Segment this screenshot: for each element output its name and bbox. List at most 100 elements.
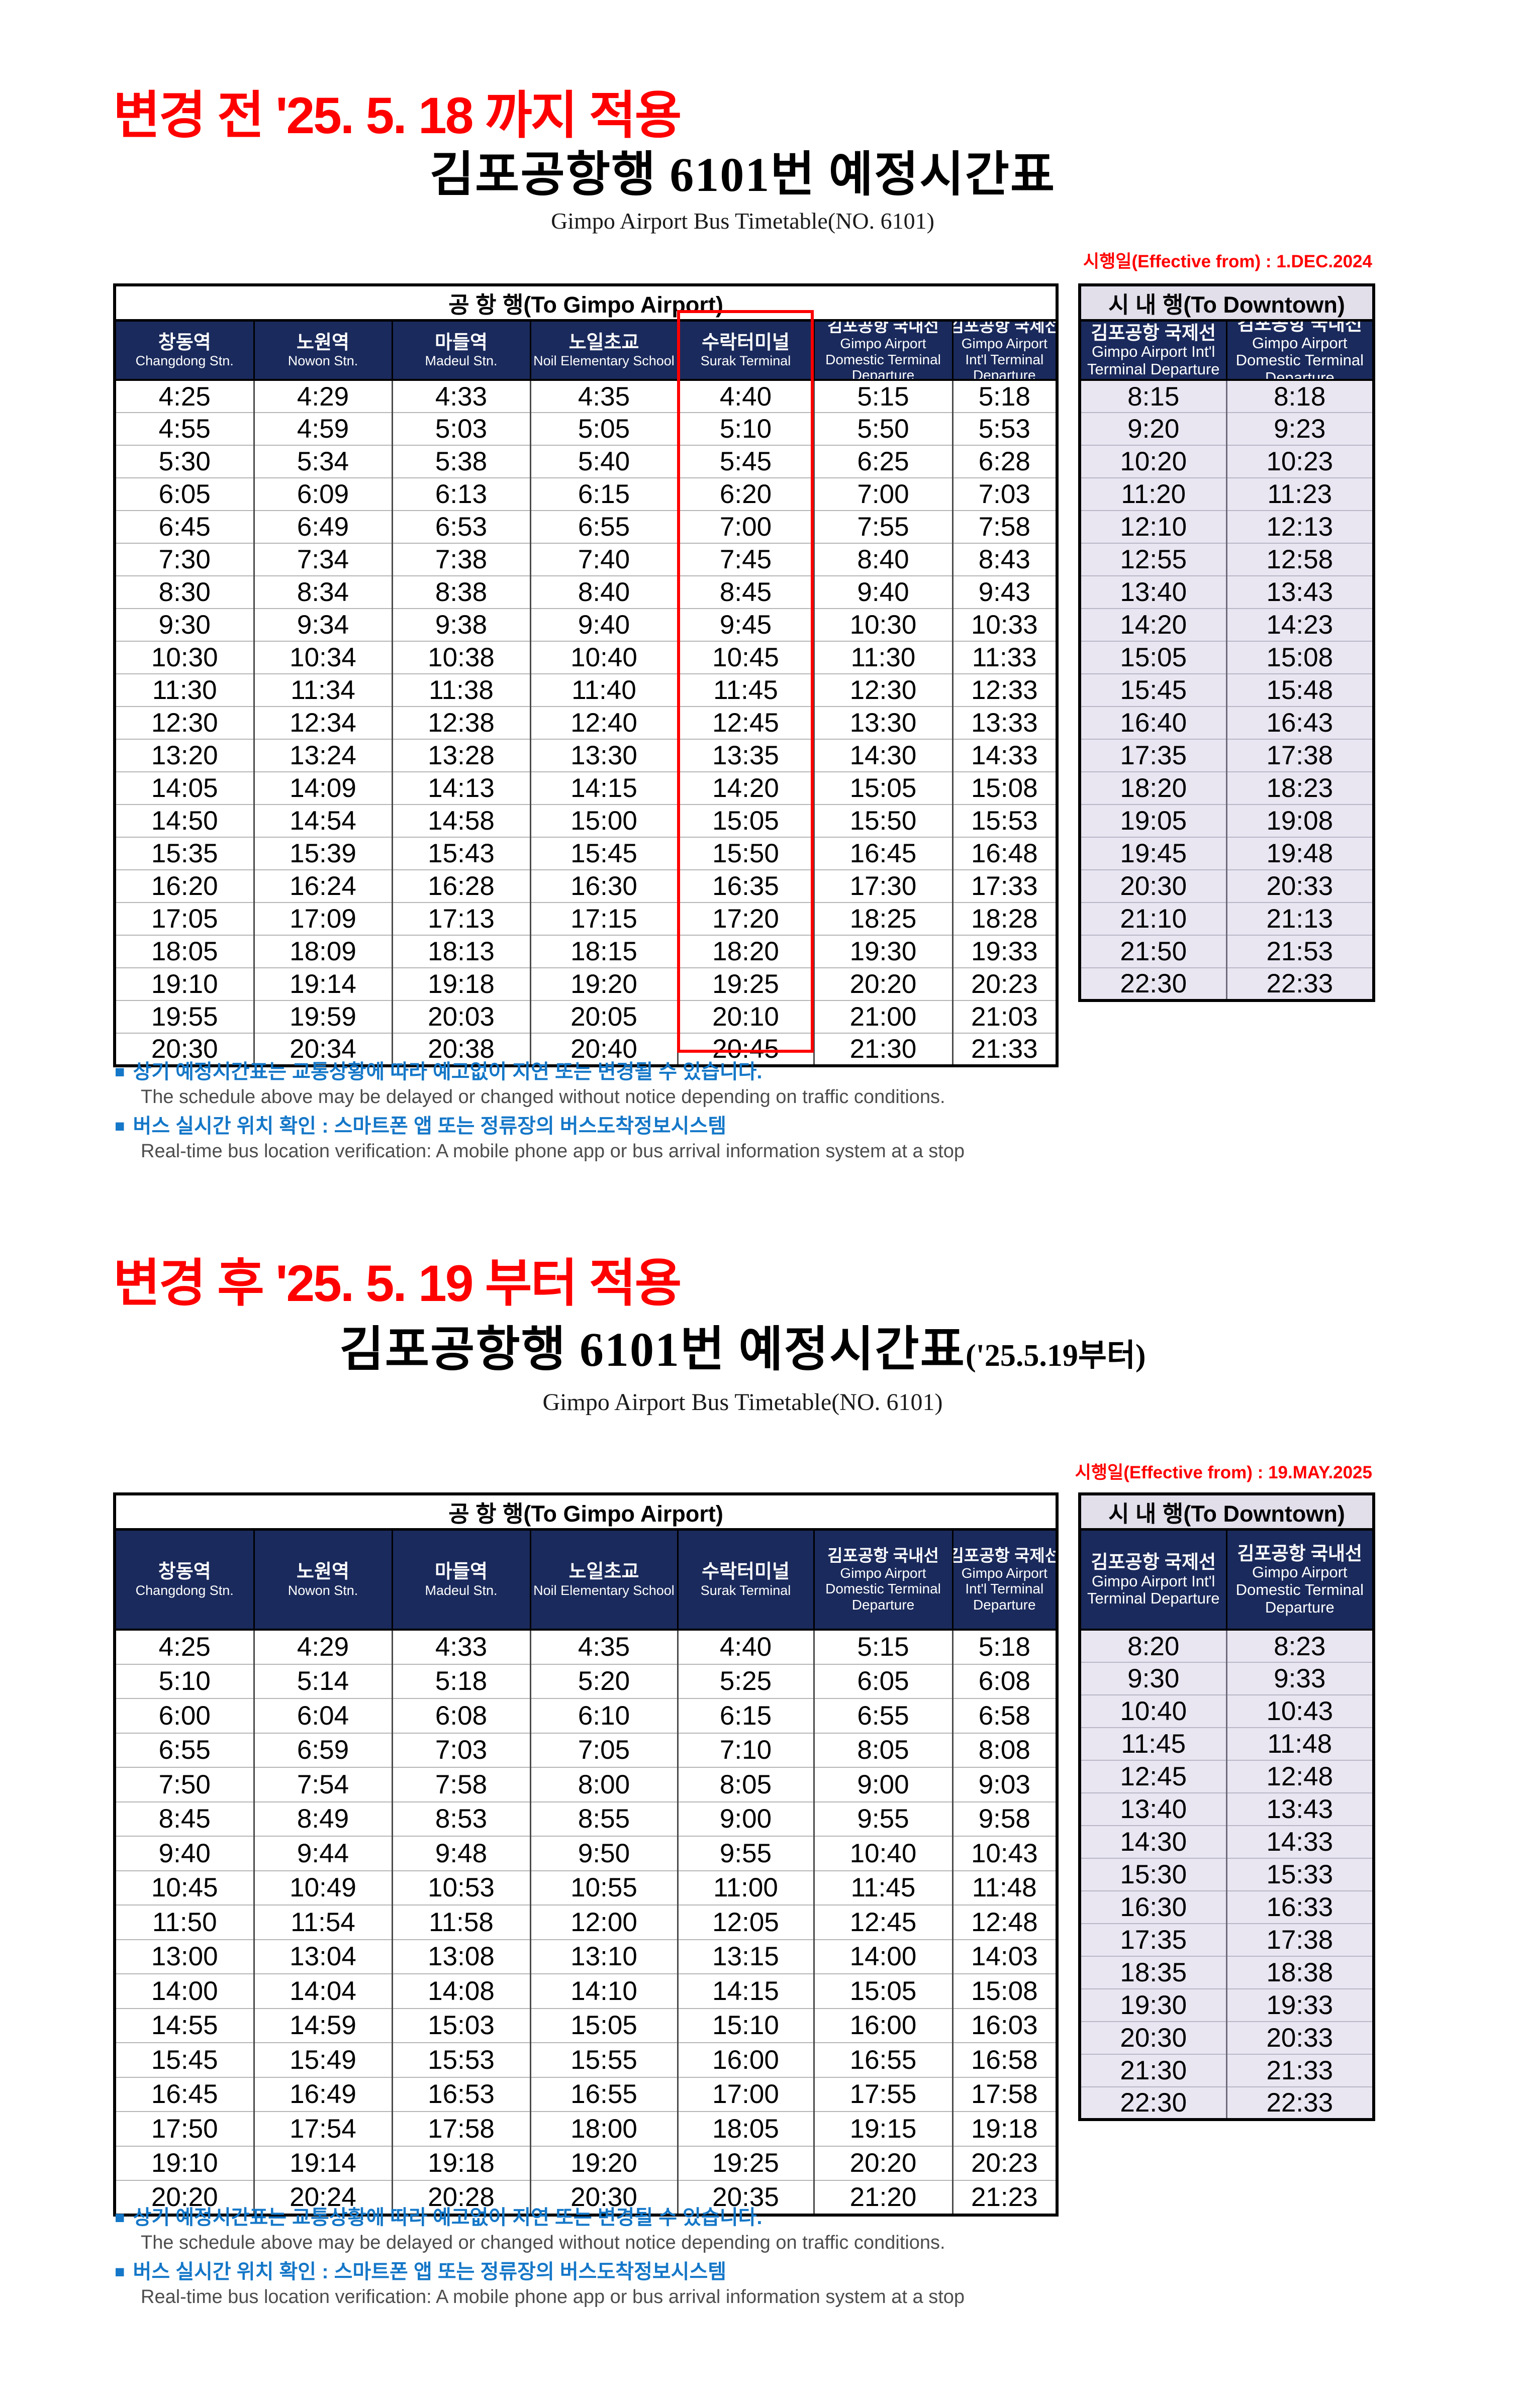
time-cell: 13:43: [1226, 576, 1374, 609]
time-cell: 17:09: [254, 902, 393, 936]
timetable-row: 12:45 12:48: [1080, 1760, 1374, 1793]
timetable-row: 10:45 10:49 10:53 10:55 11:00 11:45 11:48: [115, 1870, 1058, 1905]
time-cell: 8:08: [952, 1733, 1058, 1768]
column-header-en: Gimpo Airport Int'l Terminal Departure: [1087, 1572, 1220, 1608]
timetable-row: 8:30 8:34 8:38 8:40 8:45 9:40 9:43: [115, 576, 1058, 609]
time-cell: 21:50: [1080, 935, 1227, 968]
time-cell: 17:58: [392, 2112, 531, 2147]
time-cell: 12:40: [530, 707, 679, 740]
column-header-ko: 마들역: [435, 332, 488, 353]
time-cell: 21:10: [1080, 902, 1227, 936]
time-cell: 9:00: [814, 1767, 954, 1802]
note-korean-text: 버스 실시간 위치 확인 : 스마트폰 앱 또는 정류장의 버스도착정보시스템: [133, 1115, 727, 1137]
time-cell: 20:33: [1226, 870, 1374, 903]
time-cell: 15:50: [678, 837, 815, 870]
time-cell: 16:30: [1080, 1891, 1227, 1924]
column-header-ko: 김포공항 국내선: [827, 322, 939, 336]
time-cell: 10:30: [814, 609, 954, 642]
column-header-en: Gimpo Airport Domestic Terminal Departur…: [825, 1565, 941, 1613]
to-downtown-table-after: 시 내 행(To Downtown) 김포공항 국제선 Gimpo Airport …: [1078, 1492, 1376, 2121]
time-cell: 12:48: [1226, 1760, 1374, 1793]
note-korean: ■ 상기 예정시간표는 교통상황에 따라 예고없이 지연 또는 변경될 수 있습니…: [115, 2207, 1442, 2228]
timetable-row: 21:10 21:13: [1080, 902, 1374, 936]
time-cell: 10:49: [254, 1870, 393, 1905]
timetable: 시 내 행(To Downtown) 김포공항 국제선 Gimpo Airport …: [1078, 1492, 1376, 2121]
time-cell: 14:03: [952, 1939, 1058, 1974]
time-cell: 15:00: [530, 805, 679, 838]
time-cell: 17:05: [115, 902, 255, 936]
timetable-row: 8:15 8:18: [1080, 380, 1374, 413]
time-cell: 17:15: [530, 902, 679, 936]
time-cell: 11:34: [254, 674, 393, 707]
time-cell: 19:33: [952, 935, 1058, 968]
timetable-row: 21:30 21:33: [1080, 2054, 1374, 2087]
column-header: 창동역 Changdong Stn.: [115, 1529, 255, 1631]
timetable-title-before: 김포공항행 6101번 예정시간표: [429, 148, 1056, 202]
time-cell: 8:30: [115, 576, 255, 609]
time-cell: 5:20: [530, 1664, 679, 1699]
time-cell: 14:23: [1226, 609, 1374, 642]
time-cell: 20:40: [530, 1033, 679, 1066]
time-cell: 20:20: [115, 2180, 255, 2216]
timetable-row: 15:30 15:33: [1080, 1858, 1374, 1891]
time-cell: 17:58: [952, 2077, 1058, 2112]
time-cell: 15:45: [530, 837, 679, 870]
time-cell: 7:30: [115, 543, 255, 576]
time-cell: 7:45: [678, 543, 815, 576]
timetable-row: 12:10 12:13: [1080, 511, 1374, 544]
time-cell: 6:20: [678, 478, 815, 511]
timetable-subtitle-after: Gimpo Airport Bus Timetable(NO. 6101): [542, 1388, 943, 1416]
time-cell: 7:38: [392, 543, 531, 576]
time-cell: 19:08: [1226, 805, 1374, 838]
time-cell: 14:05: [115, 772, 255, 805]
effective-date-before: 시행일(Effective from) : 1.DEC.2024: [1083, 252, 1372, 271]
time-cell: 6:13: [392, 478, 531, 511]
time-cell: 12:34: [254, 707, 393, 740]
time-cell: 7:00: [678, 511, 815, 544]
timetable-row: 4:55 4:59 5:03 5:05 5:10 5:50 5:53: [115, 413, 1058, 446]
time-cell: 4:25: [115, 380, 255, 413]
time-cell: 15:53: [392, 2043, 531, 2078]
time-cell: 8:45: [678, 576, 815, 609]
time-cell: 7:03: [952, 478, 1058, 511]
time-cell: 9:40: [814, 576, 954, 609]
column-header-en: Gimpo Airport Int'l Terminal Departure: [961, 1565, 1047, 1613]
timetable-row: 17:05 17:09 17:13 17:15 17:20 18:25 18:28: [115, 902, 1058, 936]
time-cell: 8:53: [392, 1801, 531, 1837]
before-change-banner: 변경 전 '25. 5. 18 까지 적용: [113, 87, 682, 144]
column-header: 김포공항 국제선 Gimpo Airport Int'l Terminal Dep…: [1080, 320, 1227, 381]
timetable-row: 18:05 18:09 18:13 18:15 18:20 19:30 19:33: [115, 935, 1058, 968]
time-cell: 8:05: [678, 1767, 815, 1802]
time-cell: 10:53: [392, 1870, 531, 1905]
time-cell: 19:18: [392, 2146, 531, 2181]
time-cell: 19:15: [814, 2112, 954, 2147]
time-cell: 15:08: [952, 772, 1058, 805]
timetable-row: 6:55 6:59 7:03 7:05 7:10 8:05 8:08: [115, 1733, 1058, 1768]
column-header-en: Gimpo Airport Domestic Terminal Departur…: [1235, 334, 1364, 379]
time-cell: 11:54: [254, 1905, 393, 1940]
time-cell: 4:33: [392, 380, 531, 413]
time-cell: 15:33: [1226, 1858, 1374, 1891]
timetable-row: 16:20 16:24 16:28 16:30 16:35 17:30 17:33: [115, 870, 1058, 903]
time-cell: 6:58: [952, 1698, 1058, 1734]
column-header: 노일초교 Noil Elementary School: [530, 1529, 679, 1631]
time-cell: 18:05: [678, 2112, 815, 2147]
time-cell: 6:15: [530, 478, 679, 511]
time-cell: 8:43: [952, 543, 1058, 576]
time-cell: 12:45: [814, 1905, 954, 1940]
timetable: 공 항 행(To Gimpo Airport) 창동역 Changdong Stn.…: [113, 283, 1059, 1067]
time-cell: 20:20: [814, 2146, 954, 2181]
column-header-en: Changdong Stn.: [135, 353, 234, 369]
time-cell: 10:30: [115, 641, 255, 674]
timetable-row: 17:35 17:38: [1080, 1924, 1374, 1957]
document-header-before: 김포공항행 6101번 예정시간표 Gimpo Airport Bus Time…: [113, 148, 1372, 234]
timetable-row: 16:45 16:49 16:53 16:55 17:00 17:55 17:58: [115, 2077, 1058, 2112]
time-cell: 5:03: [392, 413, 531, 446]
time-cell: 17:55: [814, 2077, 954, 2112]
time-cell: 14:15: [530, 772, 679, 805]
timetable-row: 14:05 14:09 14:13 14:15 14:20 15:05 15:08: [115, 772, 1058, 805]
time-cell: 18:25: [814, 902, 954, 936]
time-cell: 11:30: [115, 674, 255, 707]
time-cell: 7:40: [530, 543, 679, 576]
time-cell: 5:05: [530, 413, 679, 446]
